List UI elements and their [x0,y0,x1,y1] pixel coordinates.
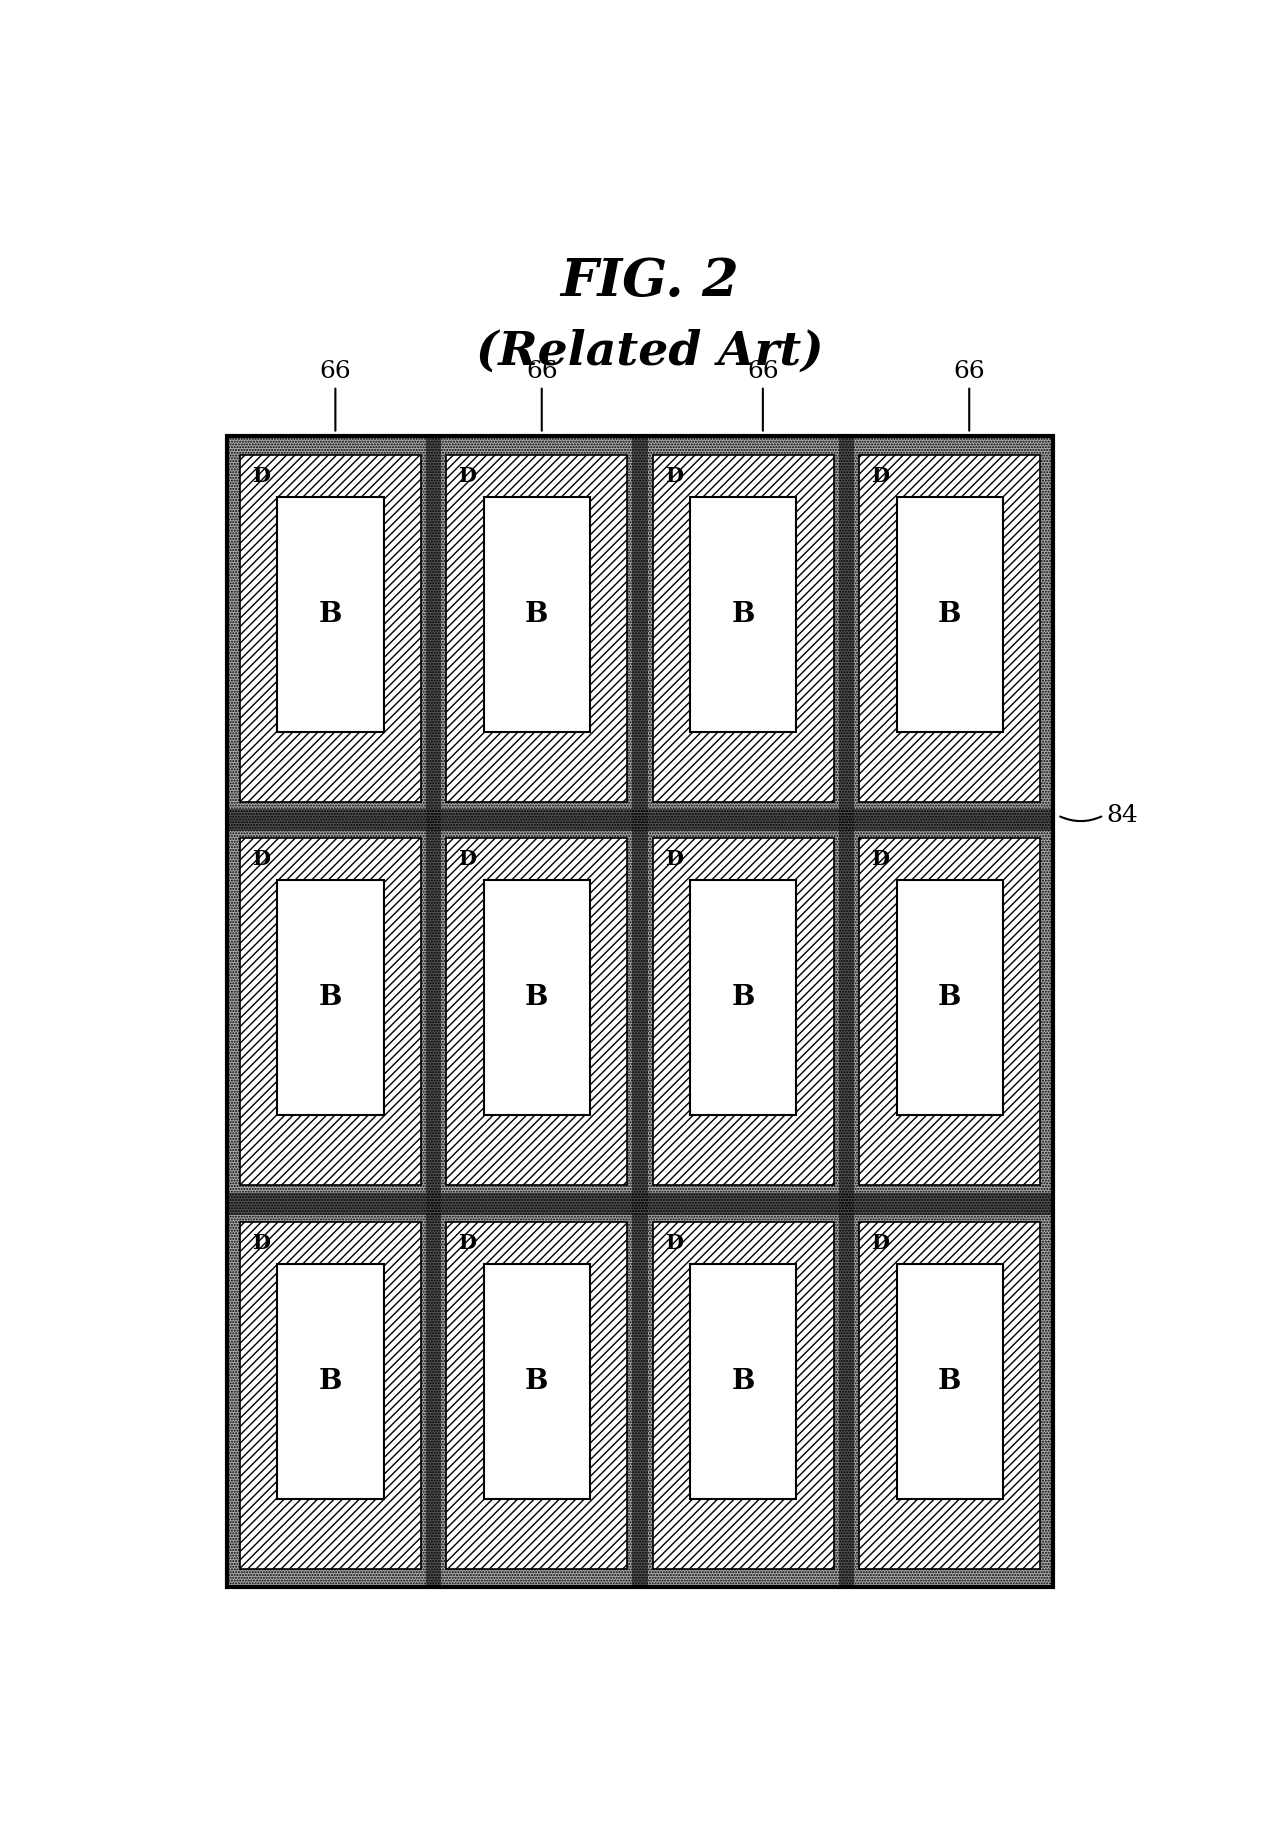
Text: D: D [664,467,682,485]
Bar [838,436,855,1588]
Text: D: D [871,850,889,870]
Bar [426,436,441,1588]
Bar [653,454,833,802]
Bar [838,436,855,1588]
Bar [653,839,833,1185]
Bar [278,1263,383,1499]
Text: B: B [525,600,549,627]
Text: D: D [871,1232,889,1252]
Bar [484,496,590,731]
Text: B: B [318,1367,342,1395]
Bar [690,881,796,1116]
Bar [838,436,855,1588]
Text: B: B [525,984,549,1012]
Text: (Related Art): (Related Art) [476,330,824,376]
Bar [690,1263,796,1499]
Text: B: B [938,600,961,627]
Bar [896,496,1003,731]
Bar [227,809,1052,831]
Bar [633,436,648,1588]
Text: B: B [732,984,754,1012]
Bar [446,1221,628,1570]
Bar [227,436,1052,1588]
Text: D: D [458,1232,477,1252]
Text: D: D [871,467,889,485]
Text: D: D [458,467,477,485]
Bar [484,881,590,1116]
Text: B: B [938,1367,961,1395]
Text: 84: 84 [1107,804,1139,828]
Bar [227,809,1052,831]
Bar [633,436,648,1588]
Bar [860,839,1040,1185]
Bar [227,436,1052,1588]
Bar [227,1192,1052,1214]
Bar [860,454,1040,802]
Text: D: D [458,850,477,870]
Text: B: B [318,984,342,1012]
Text: D: D [252,1232,270,1252]
Bar [240,839,421,1185]
Text: B: B [732,1367,754,1395]
Bar [484,1263,590,1499]
Text: D: D [252,850,270,870]
Bar [227,809,1052,831]
Text: 66: 66 [747,359,779,383]
Text: D: D [252,467,270,485]
Bar [227,1192,1052,1214]
Bar [278,881,383,1116]
Bar [653,1221,833,1570]
Bar [240,1221,421,1570]
Bar [896,1263,1003,1499]
Text: 66: 66 [526,359,558,383]
Bar [860,1221,1040,1570]
Text: B: B [732,600,754,627]
Text: 66: 66 [954,359,985,383]
Bar [446,839,628,1185]
Text: FIG. 2: FIG. 2 [560,257,739,308]
Bar [896,881,1003,1116]
Text: B: B [525,1367,549,1395]
Text: D: D [664,1232,682,1252]
Text: D: D [664,850,682,870]
Bar [633,436,648,1588]
Text: B: B [318,600,342,627]
Bar [426,436,441,1588]
Bar [633,436,648,1588]
Bar [278,496,383,731]
Bar [227,1192,1052,1214]
Bar [446,454,628,802]
Bar [227,436,1052,1588]
Bar [426,436,441,1588]
Bar [240,454,421,802]
Bar [227,1192,1052,1214]
Bar [227,809,1052,831]
Bar [838,436,855,1588]
Text: 66: 66 [320,359,351,383]
Bar [690,496,796,731]
Text: B: B [938,984,961,1012]
Bar [426,436,441,1588]
